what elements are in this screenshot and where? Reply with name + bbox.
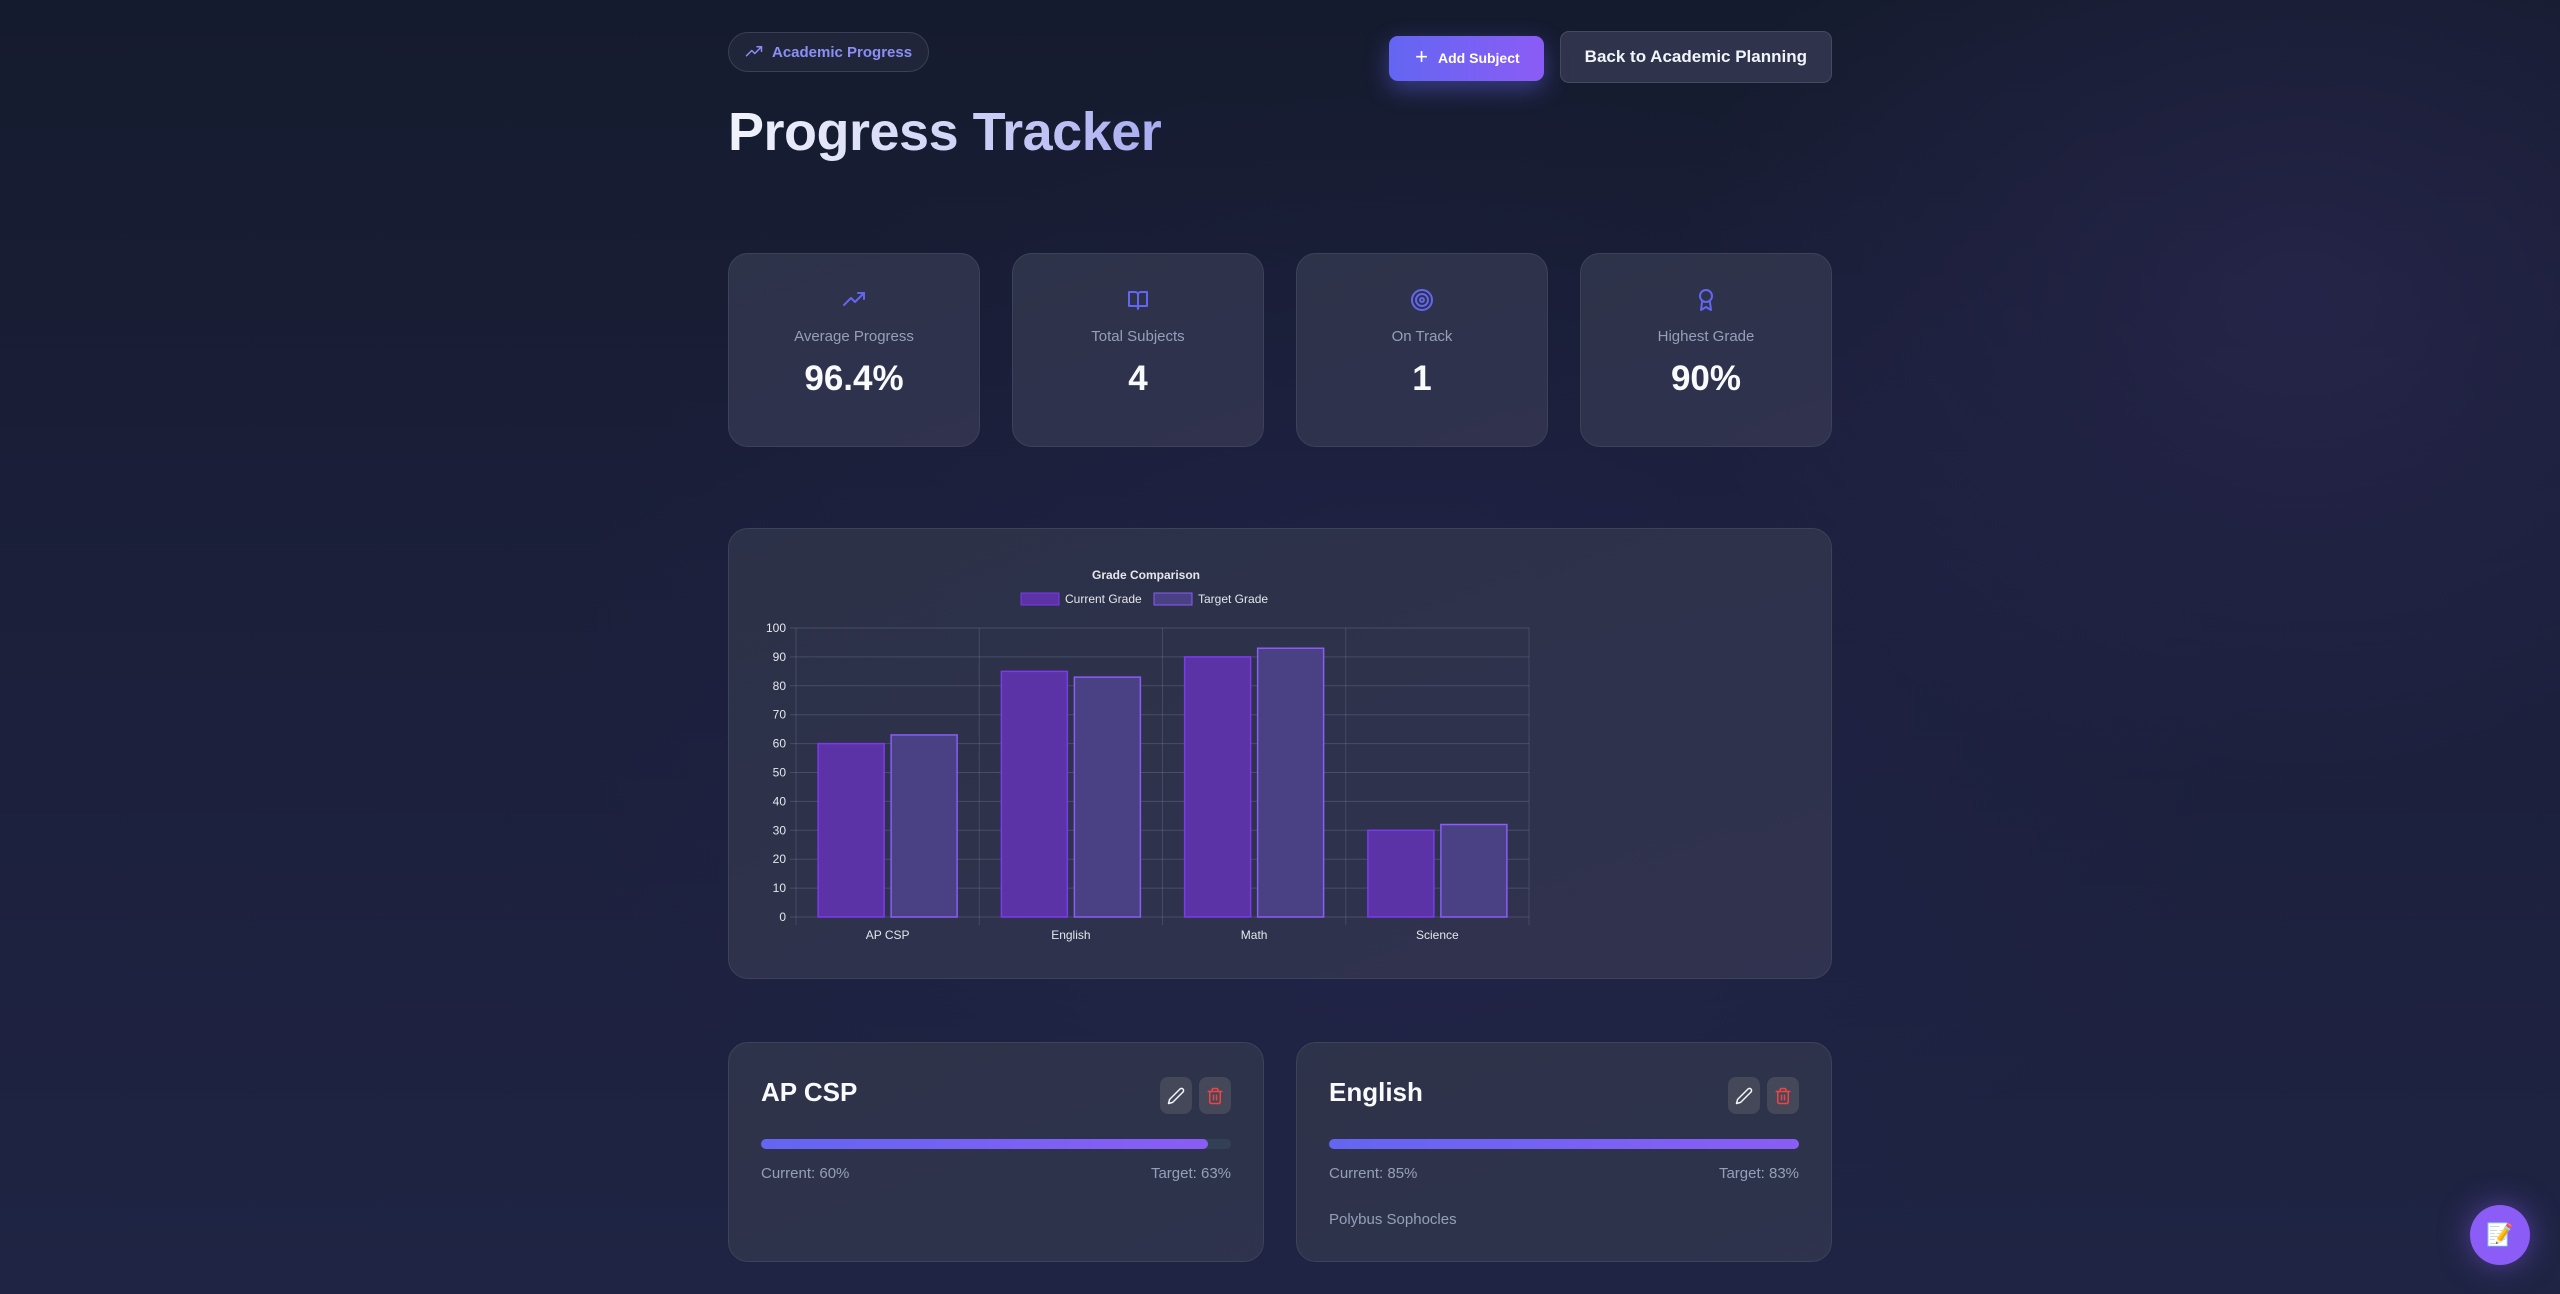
y-tick-label: 90	[773, 650, 787, 664]
grade-comparison-chart-card: Grade Comparison Current Grade Target Grad…	[728, 528, 1832, 979]
subject-cards: AP CSP Current: 60% Target: 63% English	[728, 1042, 1832, 1262]
edit-subject-button[interactable]	[1728, 1077, 1760, 1114]
y-tick-label: 20	[773, 852, 787, 866]
chart-bar[interactable]	[1367, 829, 1435, 918]
chart-bar[interactable]	[817, 742, 885, 918]
trash-icon	[1775, 1087, 1791, 1104]
chart-bar[interactable]	[1440, 823, 1508, 918]
stat-card-highest-grade: Highest Grade 90%	[1580, 253, 1832, 447]
edit-subject-button[interactable]	[1160, 1077, 1192, 1114]
pencil-icon	[1735, 1087, 1753, 1104]
stat-label: On Track	[1391, 328, 1453, 345]
stat-label: Average Progress	[794, 328, 914, 345]
notes-fab-button[interactable]: 📝	[2470, 1205, 2530, 1265]
delete-subject-button[interactable]	[1199, 1077, 1231, 1114]
subject-name: English	[1329, 1077, 1423, 1107]
x-tick-label: Science	[1416, 928, 1459, 942]
add-subject-button[interactable]: + Add Subject	[1389, 35, 1544, 81]
stat-card-on-track: On Track 1	[1296, 253, 1548, 447]
award-icon	[1694, 288, 1718, 312]
progress-meta: Current: 85% Target: 83%	[1329, 1165, 1799, 1182]
current-grade-label: Current: 60%	[761, 1165, 850, 1182]
chart-bar[interactable]	[1183, 656, 1252, 918]
x-tick-label: Math	[1241, 928, 1268, 942]
y-tick-label: 60	[773, 737, 787, 751]
x-tick-label: AP CSP	[866, 928, 910, 942]
book-open-icon	[1126, 288, 1150, 312]
stat-value: 1	[1412, 359, 1432, 398]
back-to-academic-planning-button[interactable]: Back to Academic Planning	[1559, 31, 1832, 83]
y-tick-label: 40	[773, 794, 787, 808]
y-tick-label: 50	[773, 766, 787, 780]
section-badge: Academic Progress	[728, 32, 930, 72]
y-tick-label: 70	[773, 708, 787, 722]
x-tick-label: English	[1051, 928, 1090, 942]
target-icon	[1410, 288, 1434, 312]
stat-card-average-progress: Average Progress 96.4%	[728, 253, 980, 447]
progress-meta: Current: 60% Target: 63%	[761, 1165, 1231, 1182]
stat-value: 96.4%	[804, 359, 904, 398]
trash-icon	[1207, 1087, 1223, 1104]
subject-card-english: English Current: 85% Target: 83% Polybus…	[1296, 1042, 1832, 1262]
subject-actions	[1728, 1077, 1799, 1114]
subject-actions	[1160, 1077, 1231, 1114]
memo-icon: 📝	[2486, 1222, 2514, 1247]
grade-comparison-chart: Grade Comparison Current Grade Target Grad…	[766, 568, 1530, 942]
trending-up-icon	[745, 46, 763, 57]
add-subject-label: Add Subject	[1438, 50, 1520, 66]
trending-up-icon	[842, 288, 866, 312]
legend-label[interactable]: Current Grade	[1065, 592, 1142, 606]
chart-bar[interactable]	[890, 734, 958, 918]
chart-bar[interactable]	[1073, 676, 1142, 918]
progress-fill	[1329, 1139, 1799, 1149]
legend-swatch[interactable]	[1153, 592, 1193, 606]
pencil-icon	[1167, 1087, 1185, 1104]
subject-note: Polybus Sophocles	[1329, 1211, 1457, 1228]
stat-label: Highest Grade	[1657, 328, 1755, 345]
y-tick-label: 0	[779, 910, 786, 924]
y-tick-label: 100	[766, 621, 786, 635]
header-actions: + Add Subject Back to Academic Planning	[1389, 31, 1832, 83]
stats-row: Average Progress 96.4% Total Subjects 4 …	[728, 253, 1832, 447]
legend-swatch[interactable]	[1020, 592, 1060, 606]
y-tick-label: 10	[773, 881, 787, 895]
progress-bar	[1329, 1139, 1799, 1149]
subject-card-ap-csp: AP CSP Current: 60% Target: 63%	[728, 1042, 1264, 1262]
chart-bar[interactable]	[1000, 670, 1069, 918]
stat-value: 4	[1128, 359, 1148, 398]
chart-title: Grade Comparison	[1092, 568, 1200, 582]
subject-name: AP CSP	[761, 1077, 858, 1107]
current-grade-label: Current: 85%	[1329, 1165, 1418, 1182]
delete-subject-button[interactable]	[1767, 1077, 1799, 1114]
stat-card-total-subjects: Total Subjects 4	[1012, 253, 1264, 447]
stat-value: 90%	[1670, 359, 1742, 398]
target-grade-label: Target: 83%	[1718, 1165, 1799, 1182]
plus-icon: +	[1415, 44, 1428, 69]
y-tick-label: 30	[773, 823, 787, 837]
stat-label: Total Subjects	[1091, 328, 1185, 345]
badge-label: Academic Progress	[772, 43, 913, 61]
chart-bar[interactable]	[1256, 647, 1325, 918]
target-grade-label: Target: 63%	[1150, 1165, 1231, 1182]
page-title: Progress Tracker	[728, 96, 1162, 168]
progress-bar	[761, 1139, 1231, 1149]
progress-fill	[761, 1139, 1209, 1149]
legend-label[interactable]: Target Grade	[1198, 592, 1268, 606]
y-tick-label: 80	[773, 679, 787, 693]
